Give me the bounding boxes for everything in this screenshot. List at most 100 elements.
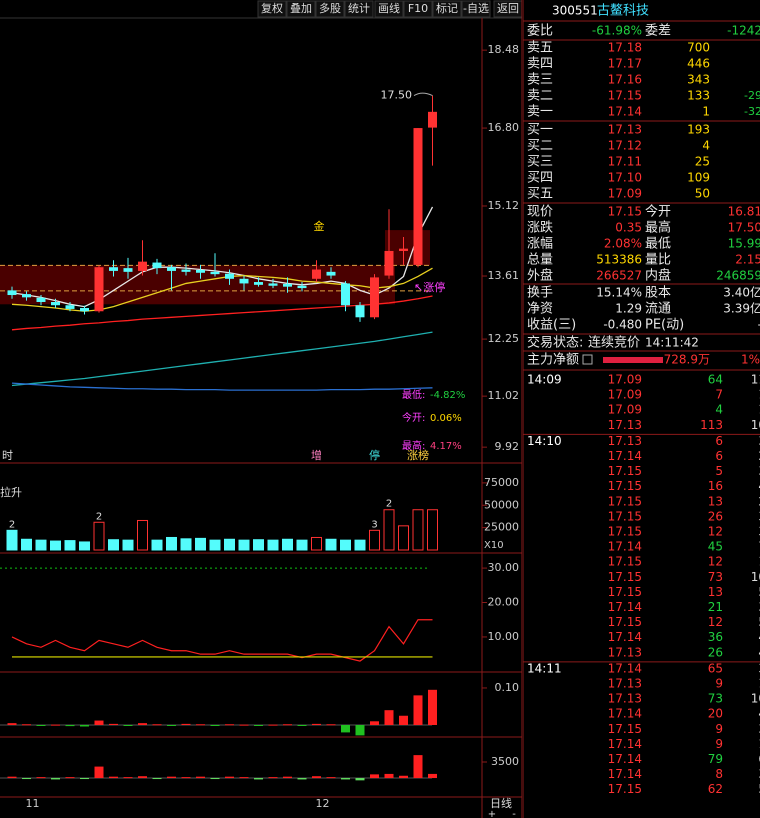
candle-body — [326, 271, 336, 276]
toolbar-button[interactable]: 返回 — [497, 2, 519, 15]
candle-body — [7, 290, 17, 296]
toolbar-button[interactable]: 叠加 — [290, 2, 312, 15]
toolbar-button[interactable]: -自选 — [463, 2, 489, 15]
stat-value: 246859 — [716, 269, 760, 283]
volume-bar — [137, 519, 148, 551]
volume-bar — [50, 540, 61, 551]
indicator-bar — [341, 778, 350, 780]
range-value: -4.82% — [430, 390, 465, 401]
toolbar-button-bg[interactable] — [461, 0, 491, 18]
tick-price: 17.14 — [608, 707, 642, 721]
book-change: -32 — [744, 105, 760, 118]
toolbar-button-bg[interactable] — [286, 0, 316, 18]
candle-body — [22, 294, 31, 298]
indicator-bar — [36, 777, 46, 779]
indicator-bar — [51, 724, 60, 726]
tick-volume: 12 — [708, 555, 723, 569]
toolbar-button-bg[interactable] — [374, 0, 404, 18]
signal-label: 3 — [371, 519, 377, 530]
indicator-bar — [384, 710, 394, 725]
book-volume: 133 — [687, 89, 710, 103]
volume-bar — [93, 521, 105, 551]
indicator-bar — [428, 689, 437, 725]
y-tick-label: 3500 — [491, 755, 519, 768]
x-tick-label: 11 — [26, 797, 40, 810]
tick-price: 17.13 — [608, 418, 642, 432]
tick-count: 10 — [751, 570, 760, 584]
tick-count: 3 — [758, 434, 760, 448]
toolbar-button[interactable]: 标记 — [436, 1, 458, 15]
indicator-bar — [123, 725, 133, 726]
indicator-bar — [138, 776, 147, 779]
tick-price: 17.14 — [608, 752, 642, 766]
toolbar-button[interactable]: F10 — [408, 2, 428, 15]
y-tick-label: 13.61 — [488, 269, 520, 282]
tick-volume: 45 — [708, 540, 723, 554]
book-volume: 700 — [687, 41, 710, 55]
moving-average — [11, 382, 433, 391]
stat-value: 17.15 — [608, 205, 642, 219]
indicator-bar — [370, 774, 379, 779]
stock-name: 古鳌科技 — [597, 3, 649, 19]
indicator-bar — [51, 778, 60, 780]
indicator-bar — [36, 725, 46, 726]
tick-volume: 8 — [715, 767, 723, 781]
status-label: 交易状态: — [527, 335, 583, 351]
tick-volume: 73 — [708, 570, 723, 584]
indicator-bar — [297, 725, 307, 726]
tick-price: 17.15 — [608, 525, 642, 539]
toolbar-button-bg[interactable] — [315, 0, 345, 18]
tick-time: 14:10 — [527, 434, 562, 448]
toolbar-button[interactable]: 画线 — [378, 1, 400, 15]
period-button[interactable]: 日线 — [490, 796, 512, 810]
tick-count: 1 — [758, 403, 760, 417]
indicator-bar — [225, 724, 234, 726]
tick-volume: 9 — [715, 677, 723, 691]
volume-bar — [427, 509, 438, 551]
tick-volume: 73 — [708, 692, 723, 706]
volume-bar — [369, 529, 380, 551]
stock-code: 300551 — [552, 4, 598, 18]
zoom-button[interactable]: - — [512, 809, 516, 818]
volume-bar — [383, 509, 395, 551]
candle-body — [80, 308, 89, 312]
event-label: 涨榜 — [407, 448, 429, 462]
toolbar-button-bg[interactable] — [257, 0, 287, 18]
indicator-bar — [283, 776, 292, 779]
tick-count: 1 — [758, 388, 760, 402]
range-value: 4.17% — [430, 441, 462, 452]
tick-count: 3 — [758, 722, 760, 736]
y-tick-label: 15.12 — [488, 199, 520, 212]
y-tick-label: 0.10 — [495, 681, 520, 694]
toolbar-button-bg[interactable] — [403, 0, 433, 18]
tick-price: 17.13 — [608, 677, 642, 691]
toolbar-button[interactable]: 复权 — [261, 1, 283, 15]
tick-count: 4 — [758, 630, 760, 644]
indicator-bar — [355, 778, 365, 781]
volume-bar — [209, 539, 221, 551]
indicator-bar — [7, 776, 17, 779]
candle-body — [138, 261, 147, 271]
toolbar-button[interactable]: 多股 — [319, 1, 341, 15]
book-label: 买四 — [527, 171, 553, 186]
tick-volume: 21 — [708, 600, 723, 614]
stat-label: 总量 — [527, 253, 553, 268]
indicator-bar — [413, 755, 423, 779]
indicator-bar — [22, 778, 31, 780]
book-volume: 50 — [695, 187, 710, 201]
toolbar-button-bg[interactable] — [432, 0, 462, 18]
indicator-bar — [152, 724, 162, 726]
tick-count: 5 — [758, 782, 760, 796]
zoom-button[interactable]: + — [488, 809, 496, 818]
stat-value: 15.14% — [596, 286, 642, 300]
candle-body — [283, 283, 292, 287]
tick-volume: 4 — [715, 403, 723, 417]
tick-count: 2 — [758, 494, 760, 508]
toolbar-button[interactable]: 统计 — [348, 2, 370, 15]
book-price: 17.13 — [608, 123, 642, 137]
stat-label: 收益(三) — [527, 318, 576, 333]
flow-label: 主力净额 — [527, 353, 579, 368]
toolbar-button-bg[interactable] — [344, 0, 374, 18]
indicator-bar — [65, 777, 75, 779]
